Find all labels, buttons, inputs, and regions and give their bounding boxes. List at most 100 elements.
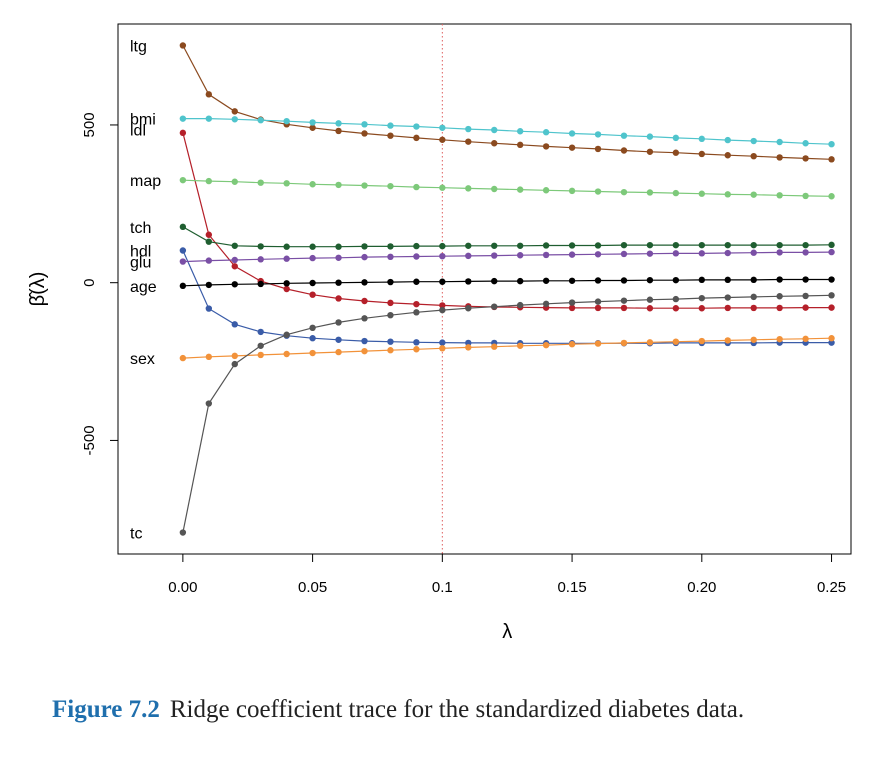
data-point-ltg xyxy=(205,91,213,98)
data-point-bmi xyxy=(776,138,783,146)
data-point-ldl xyxy=(828,304,835,311)
x-tick-label: 0.00 xyxy=(168,579,197,596)
data-point-bmi xyxy=(205,115,213,122)
data-point-tc xyxy=(672,295,680,303)
data-point-glu xyxy=(620,250,628,258)
data-point-age xyxy=(205,281,213,289)
data-point-tch xyxy=(672,241,680,249)
data-point-glu xyxy=(439,252,446,260)
data-point-sex xyxy=(672,338,680,345)
data-point-bmi xyxy=(361,121,368,128)
data-point-ltg xyxy=(413,134,420,142)
data-point-hdl xyxy=(335,336,342,343)
data-point-ldl xyxy=(283,285,290,293)
data-point-map xyxy=(568,187,576,195)
data-point-map xyxy=(516,186,524,193)
data-point-map xyxy=(698,190,706,197)
series-bmi xyxy=(179,115,835,148)
data-point-tch xyxy=(620,241,628,249)
data-point-map xyxy=(465,185,472,192)
data-point-ltg xyxy=(361,130,368,137)
series-label-ldl: ldl xyxy=(130,123,146,140)
series-label-bmi: bmi xyxy=(130,112,156,129)
y-tick-label: 500 xyxy=(81,112,98,137)
series-line-sex xyxy=(182,337,832,359)
data-point-tc xyxy=(283,331,290,338)
data-point-tc xyxy=(542,300,550,308)
data-point-bmi xyxy=(750,137,757,145)
data-point-age xyxy=(465,278,472,285)
data-point-tc xyxy=(387,311,394,319)
data-point-tch xyxy=(231,242,238,249)
x-axis-title: λ xyxy=(502,621,512,643)
data-point-tch xyxy=(568,242,576,249)
data-point-age xyxy=(283,280,290,287)
data-point-glu xyxy=(698,250,706,257)
data-point-ldl xyxy=(413,300,420,308)
data-point-sex xyxy=(516,342,524,349)
data-point-tch xyxy=(698,241,706,249)
series-line-tc xyxy=(182,294,832,533)
data-point-map xyxy=(361,182,368,189)
data-point-age xyxy=(672,276,680,284)
data-point-tc xyxy=(516,301,524,309)
data-point-bmi xyxy=(620,132,628,139)
data-point-glu xyxy=(465,252,472,260)
data-point-tch xyxy=(335,243,342,250)
figure-number: Figure 7.2 xyxy=(52,696,160,723)
data-point-bmi xyxy=(439,124,446,131)
data-point-ltg xyxy=(335,127,342,135)
data-point-sex xyxy=(335,348,342,356)
data-point-ltg xyxy=(594,145,602,153)
data-point-map xyxy=(205,177,213,185)
data-point-hdl xyxy=(387,338,394,345)
data-point-glu xyxy=(750,249,757,256)
data-point-ldl xyxy=(698,305,706,312)
x-tick-label: 0.1 xyxy=(432,579,453,596)
data-point-tc xyxy=(594,298,602,305)
data-point-tch xyxy=(828,241,835,249)
series-line-ltg xyxy=(182,45,832,160)
data-point-tch xyxy=(516,242,524,249)
data-point-ldl xyxy=(439,302,446,309)
data-point-tc xyxy=(257,342,264,349)
data-point-bmi xyxy=(257,117,264,124)
data-point-glu xyxy=(179,258,187,265)
data-point-tc xyxy=(491,303,498,310)
data-point-glu xyxy=(776,249,783,256)
data-point-age xyxy=(568,277,576,284)
data-point-map xyxy=(387,182,394,190)
series-tch xyxy=(179,223,835,250)
data-point-age xyxy=(802,276,809,283)
data-point-ltg xyxy=(802,155,809,162)
data-point-glu xyxy=(387,253,394,261)
caption-text: Ridge coefficient trace for the standard… xyxy=(169,696,745,723)
data-point-ldl xyxy=(231,263,238,270)
data-point-tch xyxy=(179,223,187,231)
series-line-bmi xyxy=(182,117,832,145)
data-point-tc xyxy=(698,294,706,302)
data-point-ldl xyxy=(179,129,187,137)
data-point-sex xyxy=(620,339,628,347)
data-point-sex xyxy=(828,335,835,342)
series-label-tc: tc xyxy=(130,526,142,543)
data-point-tch xyxy=(802,241,809,249)
data-point-bmi xyxy=(646,133,654,140)
data-point-tch xyxy=(750,241,757,249)
data-point-age xyxy=(646,276,654,284)
data-point-bmi xyxy=(491,126,498,134)
data-point-bmi xyxy=(283,117,290,125)
data-point-age xyxy=(439,278,446,285)
data-point-map xyxy=(231,178,238,185)
data-point-ldl xyxy=(776,304,783,312)
series-age xyxy=(179,276,835,290)
data-point-map xyxy=(413,183,420,191)
data-point-sex xyxy=(309,349,316,357)
data-point-map xyxy=(828,193,835,200)
data-point-tch xyxy=(776,241,783,249)
data-point-tch xyxy=(283,243,290,250)
data-point-tch xyxy=(205,238,213,245)
y-tick-label: -500 xyxy=(81,425,98,455)
data-point-ldl xyxy=(750,304,757,312)
